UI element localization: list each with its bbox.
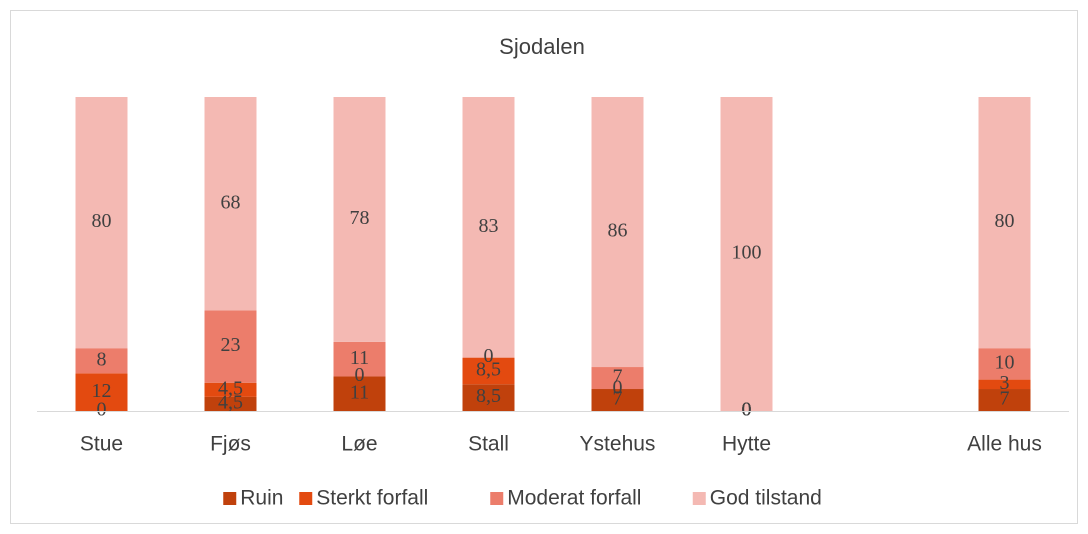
bar-segment <box>978 389 1031 411</box>
data-label: 83 <box>479 215 499 237</box>
data-label: 3 <box>1000 372 1010 394</box>
data-label: 0 <box>742 399 752 421</box>
data-label: 80 <box>92 210 112 232</box>
data-label: 0 <box>613 377 623 399</box>
legend-label: Moderat forfall <box>507 487 641 510</box>
x-tick-label: Hytte <box>722 433 771 456</box>
bar-segment <box>204 396 257 411</box>
bar-segment <box>204 97 257 311</box>
data-label: 100 <box>732 242 762 264</box>
data-label: 0 <box>742 399 752 421</box>
bar-segment <box>462 357 515 385</box>
legend-swatch <box>490 492 504 505</box>
bar-segment <box>591 97 644 368</box>
data-label: 12 <box>92 380 112 402</box>
bar-segment <box>333 341 386 377</box>
legend-swatch <box>223 492 237 505</box>
bar-segment <box>462 97 515 358</box>
legend-label: Ruin <box>240 487 283 510</box>
data-label: 0 <box>484 345 494 367</box>
data-label: 68 <box>221 191 241 213</box>
bar-segment <box>75 373 128 411</box>
x-tick-label: Alle hus <box>967 433 1042 456</box>
data-label: 23 <box>221 334 241 356</box>
legend-label: Sterkt forfall <box>316 487 428 510</box>
legend-label: God tilstand <box>710 487 822 510</box>
bar-segment <box>75 348 128 374</box>
x-tick-label: Fjøs <box>210 433 251 456</box>
bar-segment <box>978 348 1031 380</box>
x-tick-label: Ystehus <box>580 433 656 456</box>
data-label: 7 <box>613 366 623 388</box>
data-label: 7 <box>1000 388 1010 410</box>
bar-segment <box>75 97 128 349</box>
data-label: 8,5 <box>476 385 501 407</box>
data-label: 8 <box>97 348 107 370</box>
x-tick-label: Stue <box>80 433 123 456</box>
data-label: 80 <box>995 210 1015 232</box>
data-label: 0 <box>97 399 107 421</box>
data-label: 86 <box>608 220 628 242</box>
data-label: 11 <box>350 381 369 403</box>
bar-segment <box>720 97 773 411</box>
data-label: 11 <box>350 347 369 369</box>
data-label: 4,5 <box>218 392 243 414</box>
data-label: 0 <box>355 364 365 386</box>
legend-swatch <box>299 492 313 505</box>
chart-title: Sjodalen <box>499 34 585 59</box>
x-tick-label: Stall <box>468 433 509 456</box>
data-label: 8,5 <box>476 359 501 381</box>
data-label: 4,5 <box>218 377 243 399</box>
chart-frame <box>10 10 1078 524</box>
bar-segment <box>333 376 386 411</box>
data-label: 0 <box>742 399 752 421</box>
bar-segment <box>978 97 1031 349</box>
bar-segment <box>204 382 257 397</box>
bar-segment <box>333 97 386 342</box>
bar-segment <box>591 389 644 411</box>
x-tick-label: Løe <box>341 433 377 456</box>
bar-segment <box>462 384 515 411</box>
bar-segment <box>204 310 257 383</box>
bar-segment <box>591 367 644 390</box>
data-label: 7 <box>613 388 623 410</box>
data-label: 78 <box>350 207 370 229</box>
bar-segment <box>978 379 1031 390</box>
legend-swatch <box>692 492 706 505</box>
data-label: 10 <box>995 351 1015 373</box>
